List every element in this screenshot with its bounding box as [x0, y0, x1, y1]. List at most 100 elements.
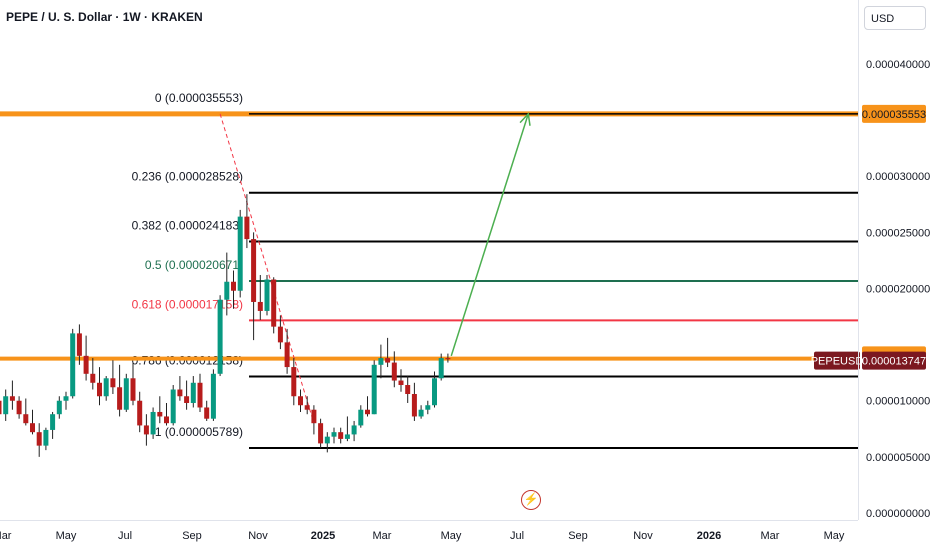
- candle-body: [224, 281, 230, 300]
- y-tick-label: 0.000040000: [866, 59, 930, 71]
- projection-arrow: [450, 113, 530, 357]
- candle-body: [331, 432, 337, 437]
- candle-body: [103, 378, 109, 397]
- candle-body: [16, 400, 22, 415]
- candle-body: [123, 378, 129, 410]
- chart-title: PEPE / U. S. Dollar · 1W · KRAKEN: [6, 10, 203, 24]
- candle-body: [90, 373, 96, 383]
- candle-body: [83, 355, 89, 374]
- candle-body: [56, 400, 62, 415]
- candle-body: [358, 409, 364, 426]
- fib-label: 1 (0.000005789): [155, 425, 243, 439]
- x-tick-label: Nov: [248, 530, 268, 542]
- x-tick-label: Sep: [568, 530, 588, 542]
- candle-body: [244, 216, 250, 240]
- candle-body: [284, 342, 290, 368]
- candle-body: [411, 394, 417, 417]
- candle-body: [204, 407, 210, 419]
- fib-label: 0 (0.000035553): [155, 91, 243, 105]
- candle-body: [184, 396, 190, 403]
- last-price-tag: 0.000013747: [862, 356, 926, 368]
- candle-body: [257, 301, 263, 311]
- symbol-tag-bg: [814, 351, 860, 370]
- candle-body: [237, 216, 243, 291]
- fib-label: 0.5 (0.000020671): [145, 258, 243, 272]
- currency-button[interactable]: USD: [864, 6, 926, 30]
- candle-body: [338, 432, 344, 439]
- candle-body: [30, 423, 35, 433]
- candle-body: [425, 405, 431, 410]
- candle-body: [157, 411, 163, 417]
- candle-body: [271, 279, 277, 327]
- candle-body: [197, 382, 203, 408]
- x-tick-label: Jul: [118, 530, 132, 542]
- candle-body: [398, 380, 404, 386]
- x-tick-label: Mar: [373, 530, 392, 542]
- y-tick-label: 0.000020000: [866, 283, 930, 295]
- y-tick-label: 0.000010000: [866, 396, 930, 408]
- symbol-tag: PEPEUSD: [811, 356, 864, 368]
- target-price-tag: 0.000035553: [862, 109, 926, 121]
- candle-body: [150, 411, 156, 435]
- candle-body: [190, 382, 196, 403]
- candle-body: [9, 396, 15, 401]
- x-tick-label: Mar: [0, 530, 12, 542]
- fib-label: 0.236 (0.000028528): [132, 170, 243, 184]
- candle-body: [63, 396, 69, 401]
- candle-body: [391, 362, 397, 381]
- price-axis[interactable]: [858, 0, 932, 520]
- candle-body: [170, 389, 176, 424]
- candle-body: [23, 414, 29, 424]
- time-axis[interactable]: [0, 520, 858, 551]
- candle-body: [143, 425, 149, 435]
- candle-body: [117, 387, 123, 410]
- y-tick-label: 0.000025000: [866, 227, 930, 239]
- candle-body: [264, 279, 270, 311]
- candle-body: [210, 373, 216, 419]
- candle-body: [130, 378, 136, 401]
- candle-body: [304, 405, 310, 410]
- candle-body: [217, 299, 223, 374]
- lightning-icon[interactable]: ⚡: [521, 490, 541, 510]
- x-tick-label: 2025: [311, 530, 335, 542]
- candle-body: [50, 414, 56, 430]
- candle-body: [76, 333, 82, 356]
- x-tick-label: May: [56, 530, 77, 542]
- x-tick-label: Nov: [633, 530, 653, 542]
- candle-body: [3, 396, 9, 415]
- dashed-trend-line: [219, 113, 315, 424]
- y-tick-label: 0.000030000: [866, 171, 930, 183]
- candle-body: [298, 396, 303, 406]
- candle-body: [97, 382, 102, 397]
- candle-body: [324, 436, 330, 444]
- candle-body: [365, 409, 370, 415]
- y-tick-label: 0.000005000: [866, 452, 930, 464]
- candle-body: [311, 409, 317, 424]
- candle-body: [110, 378, 116, 388]
- x-tick-label: May: [441, 530, 462, 542]
- candle-body: [385, 358, 391, 363]
- candle-body: [438, 358, 444, 379]
- candle-body: [70, 333, 76, 397]
- candle-body: [251, 239, 257, 302]
- x-tick-label: 2026: [697, 530, 721, 542]
- candle-body: [378, 358, 384, 365]
- candle-body: [405, 385, 411, 395]
- x-tick-label: Sep: [182, 530, 202, 542]
- fib-label: 0.382 (0.000024183): [132, 219, 243, 233]
- candle-body: [432, 378, 437, 406]
- x-tick-label: Jul: [510, 530, 524, 542]
- candle-body: [371, 364, 377, 415]
- candle-body: [0, 400, 2, 415]
- target-price-tag-bg: [862, 104, 926, 123]
- x-tick-label: May: [824, 530, 845, 542]
- arrow-head: [519, 112, 531, 126]
- x-tick-label: Mar: [761, 530, 780, 542]
- candle-body: [43, 429, 49, 446]
- candle-body: [418, 409, 424, 417]
- candle-body: [344, 434, 350, 439]
- candle-body: [177, 389, 183, 397]
- candle-body: [318, 423, 324, 444]
